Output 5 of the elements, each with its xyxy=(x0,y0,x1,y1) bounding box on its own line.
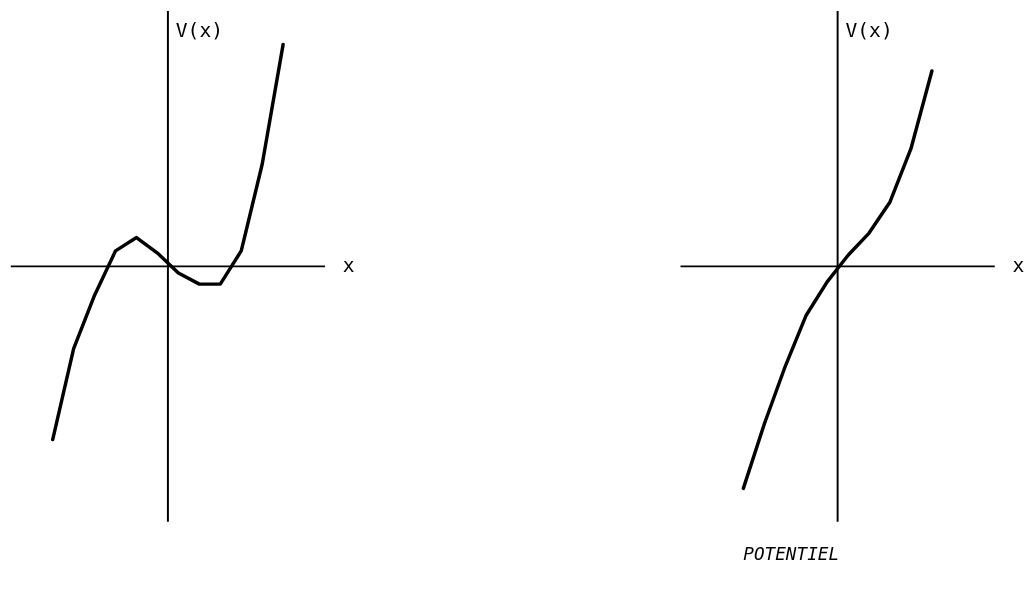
y-axis-title: V(x) xyxy=(845,18,893,42)
x-axis-title: x xyxy=(1012,254,1025,278)
text: POTENTIEL xyxy=(743,543,840,564)
y-axis-title: V(x) xyxy=(175,18,224,42)
x-axis-title: x xyxy=(342,254,355,278)
